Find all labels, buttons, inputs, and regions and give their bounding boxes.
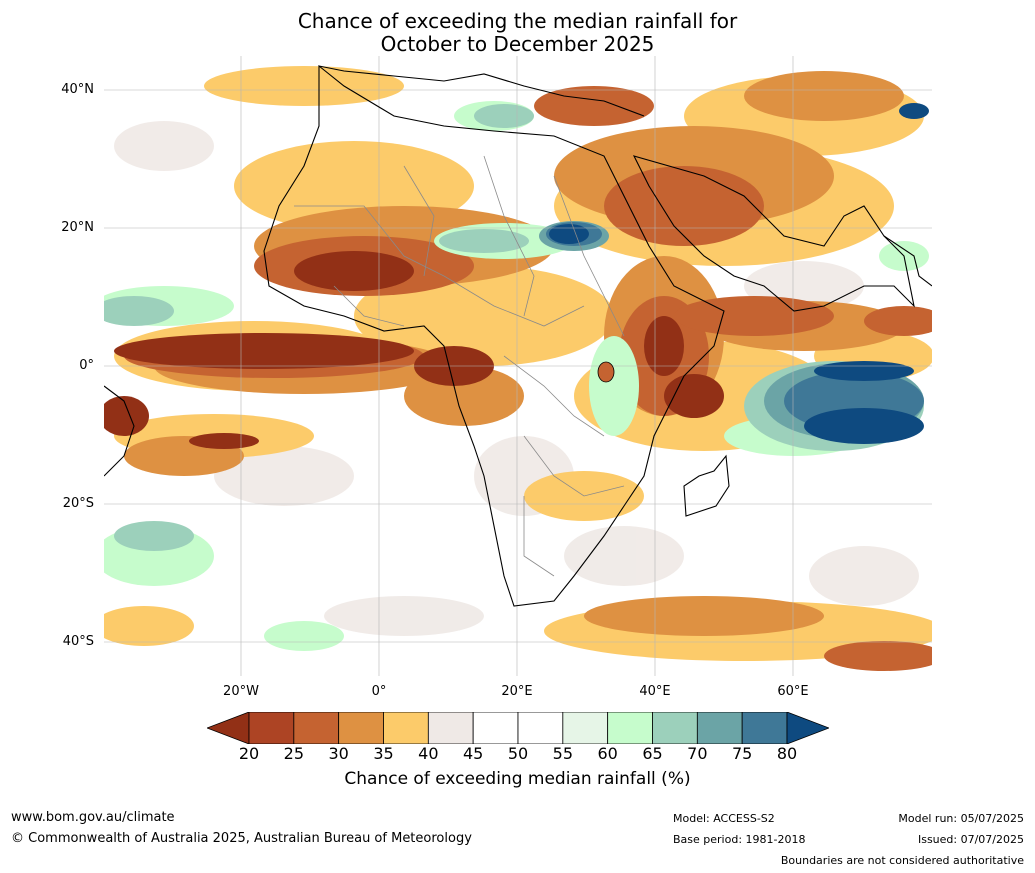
colorbar-bin [607, 712, 653, 744]
lat-label-20s: 20°S [62, 496, 94, 511]
lakes [597, 361, 615, 383]
colorbar-bin [383, 712, 429, 744]
colorbar-tick-label: 20 [238, 744, 260, 763]
colorbar-bin [562, 712, 609, 744]
colorbar-tick-label: 40 [418, 744, 439, 763]
base-period: Base period: 1981-2018 [673, 833, 806, 846]
colorbar-bin [248, 712, 295, 744]
colorbar-bin [338, 712, 384, 744]
colorbar-bin [741, 712, 788, 744]
lat-label-equator: 0° [79, 358, 94, 373]
coastlines [104, 64, 932, 607]
lon-label-60e: 60°E [777, 684, 809, 699]
very-wet-areas [549, 103, 929, 444]
lat-label-40s: 40°S [62, 634, 94, 649]
colorbar-bin [427, 712, 474, 744]
colorbar-tick-label: 65 [642, 744, 663, 763]
map-title: Chance of exceeding the median rainfall … [0, 10, 1035, 56]
colorbar-tick-label: 70 [687, 744, 708, 763]
model-name: Model: ACCESS-S2 [673, 812, 775, 825]
map-canvas [104, 56, 932, 676]
lon-label-20e: 20°E [501, 684, 533, 699]
colorbar-tick-label: 50 [507, 744, 529, 763]
colorbar [207, 712, 829, 744]
colorbar-tick-label: 55 [552, 744, 573, 763]
colorbar-tick-label: 60 [597, 744, 618, 763]
title-line-1: Chance of exceeding the median rainfall … [297, 9, 738, 33]
colorbar-bin [472, 712, 519, 744]
copyright-text: © Commonwealth of Australia 2025, Austra… [11, 831, 472, 846]
colorbar-tick-label: 25 [283, 744, 304, 763]
lat-label-40n: 40°N [61, 82, 94, 97]
rainfall-map [104, 56, 932, 676]
colorbar-tick-label: 30 [328, 744, 349, 763]
very-dry-areas [104, 251, 724, 449]
colorbar-bin [517, 712, 564, 744]
colorbar-extend-low [207, 712, 250, 744]
colorbar-bin [696, 712, 743, 744]
colorbar-tick-label: 80 [776, 744, 798, 763]
colorbar-tick-label: 35 [373, 744, 394, 763]
lon-label-20w: 20°W [223, 684, 259, 699]
country-borders [294, 155, 625, 577]
lon-label-0: 0° [371, 684, 387, 699]
lat-label-20n: 20°N [61, 220, 94, 235]
colorbar-title: Chance of exceeding median rainfall (%) [344, 769, 691, 789]
colorbar-tick-label: 75 [731, 744, 753, 763]
colorbar-extend-high [786, 712, 829, 744]
model-run-date: Model run: 05/07/2025 [898, 812, 1024, 825]
colorbar-tick-label: 45 [462, 744, 484, 763]
issued-date: Issued: 07/07/2025 [917, 833, 1024, 846]
title-line-2: October to December 2025 [380, 32, 655, 56]
lon-label-40e: 40°E [639, 684, 671, 699]
website-link[interactable]: www.bom.gov.au/climate [11, 810, 175, 825]
boundaries-disclaimer: Boundaries are not considered authoritat… [780, 854, 1024, 867]
colorbar-bin [652, 712, 698, 744]
colorbar-bin [293, 712, 340, 744]
